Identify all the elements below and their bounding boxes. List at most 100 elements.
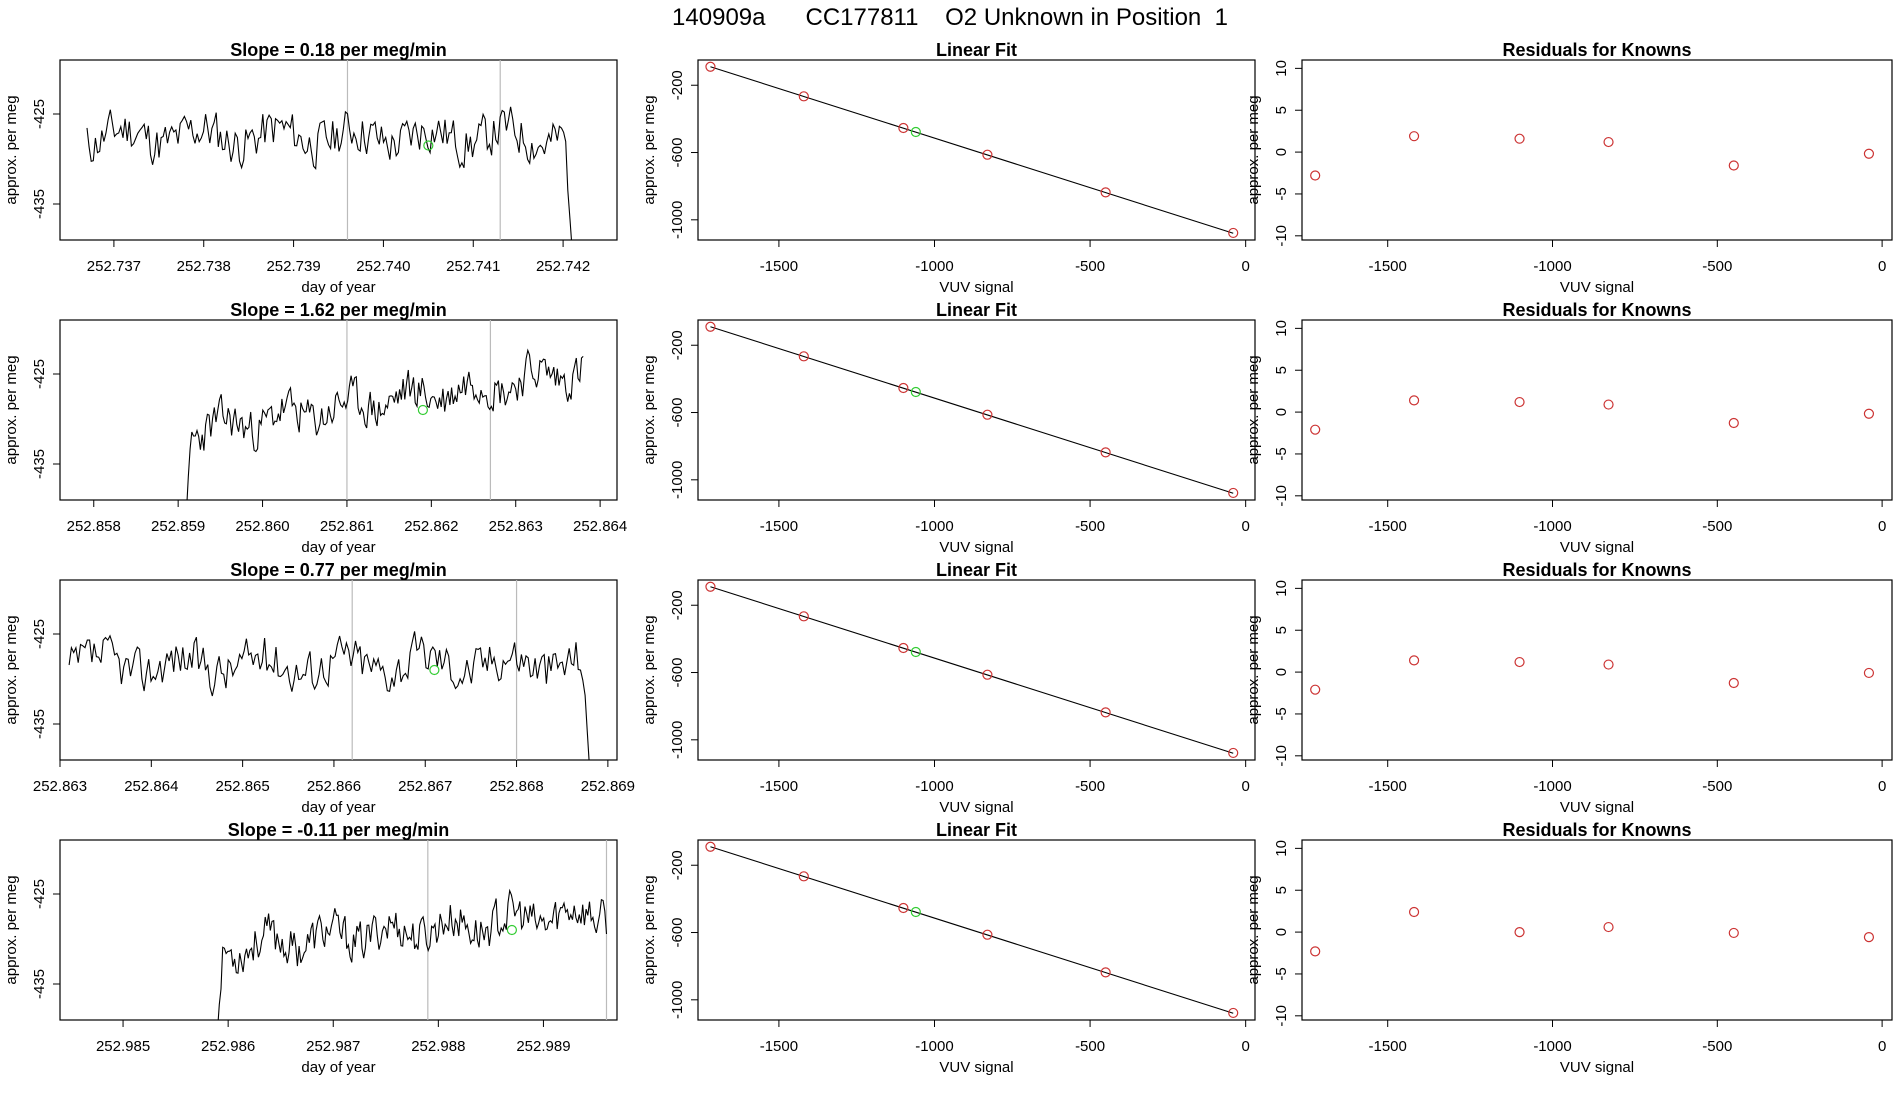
y-tick-label: -435 — [31, 969, 48, 999]
plot-data — [705, 841, 1239, 1019]
known-point — [1100, 707, 1111, 718]
residual-point — [1603, 659, 1614, 670]
panel-4-1: Slope = -0.11 per meg/min day of year appr… — [3, 820, 618, 1076]
unknown-point — [429, 664, 440, 676]
plot-frame — [59, 579, 618, 761]
y-tick-label: -200 — [669, 330, 686, 360]
fit-line — [710, 326, 1234, 494]
panel-title: Slope = -0.11 per meg/min — [228, 820, 450, 840]
y-tick-label: -600 — [669, 138, 686, 168]
y-tick-label: 5 — [1273, 366, 1290, 374]
known-point — [982, 669, 993, 680]
fit-line — [710, 586, 1234, 754]
x-axis-label: day of year — [301, 539, 375, 556]
x-tick-label: 252.867 — [398, 778, 452, 795]
y-tick-label: 10 — [1273, 840, 1290, 857]
plot-frame — [59, 839, 618, 1021]
x-tick-label: 252.866 — [307, 778, 361, 795]
residual-point — [1310, 170, 1321, 181]
known-point — [798, 611, 809, 622]
panel-title: Residuals for Knowns — [1502, 300, 1691, 320]
x-tick-label: 252.986 — [201, 1038, 255, 1055]
panel-title: Linear Fit — [936, 820, 1017, 840]
x-tick-label: 252.868 — [489, 778, 543, 795]
unknown-point — [417, 404, 428, 416]
panel-2-3: Residuals for Knowns VUV signal approx. pe… — [1245, 300, 1893, 556]
x-tick-label: 0 — [1878, 518, 1886, 535]
plot-data — [217, 840, 608, 1020]
fit-line — [710, 846, 1234, 1014]
x-tick-label: -1500 — [1369, 1038, 1407, 1055]
x-tick-label: -1000 — [915, 518, 953, 535]
y-tick-label: -425 — [31, 359, 48, 389]
y-tick-label: -200 — [669, 850, 686, 880]
y-axis-label: approx. per meg — [3, 355, 20, 464]
residual-point — [1728, 160, 1739, 171]
unknown-point — [910, 386, 921, 398]
plot-frame — [697, 319, 1256, 501]
y-tick-label: -1000 — [669, 201, 686, 239]
y-tick-label: -10 — [1273, 225, 1290, 247]
panel-1-1: Slope = 0.18 per meg/min day of year appro… — [3, 40, 618, 296]
unknown-point — [910, 126, 921, 138]
residual-point — [1863, 667, 1875, 679]
panel-title: Residuals for Knowns — [1502, 560, 1691, 580]
x-axis-label: VUV signal — [939, 799, 1013, 816]
panel-2-2: Linear Fit VUV signal approx. per meg -1500… — [641, 300, 1256, 556]
x-axis-label: VUV signal — [1560, 279, 1634, 296]
plot-frame — [697, 579, 1256, 761]
residual-point — [1514, 656, 1525, 668]
residual-point — [1310, 424, 1321, 435]
known-point — [705, 581, 716, 592]
known-point — [1100, 187, 1111, 198]
x-tick-label: 0 — [1241, 778, 1249, 795]
residual-point — [1603, 399, 1614, 410]
x-tick-label: 252.985 — [96, 1038, 150, 1055]
x-tick-label: -1000 — [1533, 518, 1571, 535]
panel-title: Linear Fit — [936, 560, 1017, 580]
y-tick-label: -435 — [31, 709, 48, 739]
x-tick-label: -1000 — [915, 778, 953, 795]
panel-title: Residuals for Knowns — [1502, 820, 1691, 840]
known-point — [982, 409, 993, 420]
y-axis-label: approx. per meg — [3, 95, 20, 204]
x-tick-label: -1000 — [915, 1038, 953, 1055]
known-point — [1228, 487, 1239, 499]
residual-point — [1514, 133, 1525, 144]
x-tick-label: -500 — [1702, 518, 1732, 535]
y-axis-label: approx. per meg — [1245, 615, 1262, 724]
x-axis-label: VUV signal — [939, 539, 1013, 556]
residual-point — [1408, 395, 1420, 406]
fit-line — [710, 66, 1234, 234]
x-tick-label: 0 — [1878, 1038, 1886, 1055]
y-tick-label: -435 — [31, 449, 48, 479]
x-tick-label: 252.863 — [33, 778, 87, 795]
x-tick-label: -1000 — [1533, 778, 1571, 795]
unknown-point — [910, 646, 921, 658]
x-tick-label: 252.859 — [151, 518, 205, 535]
data-trace — [217, 888, 608, 1020]
unknown-point — [423, 140, 434, 151]
x-tick-label: 0 — [1241, 258, 1249, 275]
x-tick-label: 252.987 — [306, 1038, 360, 1055]
known-point — [1228, 1007, 1239, 1019]
known-point — [1228, 227, 1239, 239]
panel-title: Linear Fit — [936, 40, 1017, 60]
x-tick-label: 252.737 — [87, 258, 141, 275]
plot-data — [705, 61, 1239, 239]
plot-data — [1310, 395, 1875, 435]
x-tick-label: -1000 — [915, 258, 953, 275]
panel-3-2: Linear Fit VUV signal approx. per meg -1500… — [641, 560, 1256, 816]
plot-data — [705, 321, 1239, 499]
plot-frame — [697, 59, 1256, 241]
panel-3-3: Residuals for Knowns VUV signal approx. pe… — [1245, 560, 1893, 816]
y-tick-label: 0 — [1273, 668, 1290, 676]
y-tick-label: 0 — [1273, 148, 1290, 156]
x-tick-label: 252.864 — [124, 778, 178, 795]
residual-point — [1728, 417, 1739, 429]
y-tick-label: -425 — [31, 619, 48, 649]
known-point — [798, 351, 809, 362]
known-point — [1100, 447, 1111, 458]
x-axis-label: VUV signal — [1560, 799, 1634, 816]
